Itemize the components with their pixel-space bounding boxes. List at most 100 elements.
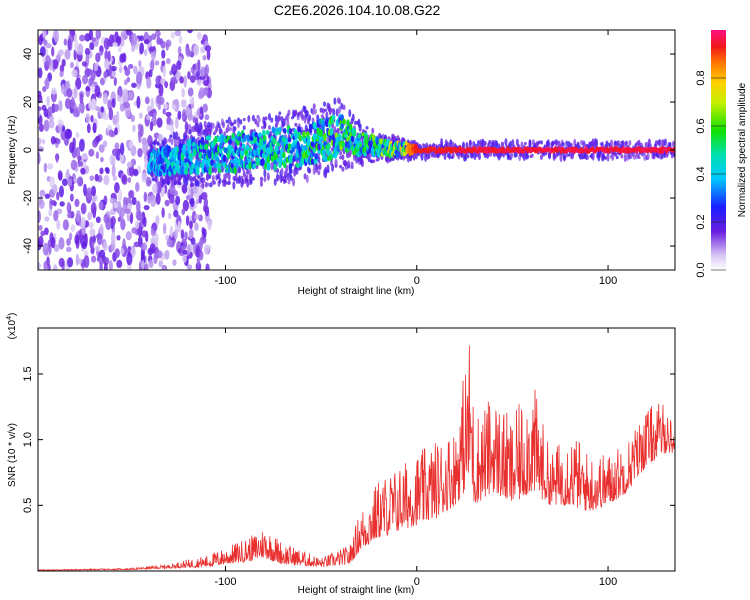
spectrogram-noise-blob bbox=[169, 225, 174, 238]
spectrogram-noise-blob bbox=[165, 42, 169, 51]
spectrogram-ridge-blob bbox=[323, 132, 327, 140]
spectrogram-halo-blob bbox=[292, 177, 296, 187]
spectrogram-halo-blob bbox=[478, 153, 482, 161]
spectrogram-noise-blob bbox=[182, 254, 188, 263]
spectrogram-noise-blob bbox=[46, 163, 54, 170]
spectrogram-halo-blob bbox=[365, 125, 369, 130]
spectrogram-noise-blob bbox=[120, 217, 125, 227]
spectrogram-noise-blob bbox=[52, 184, 58, 194]
spectrogram-noise-blob bbox=[201, 87, 209, 96]
spectrogram-halo-blob bbox=[169, 134, 173, 139]
spectrogram-noise-blob bbox=[157, 103, 161, 111]
spectrogram-ridge-blob bbox=[231, 132, 235, 139]
spectrogram-halo-blob bbox=[267, 113, 271, 121]
spectrogram-noise-blob bbox=[38, 224, 43, 231]
spectrogram-noise-blob bbox=[114, 142, 120, 150]
spectrogram-y-label: Frequency (Hz) bbox=[7, 116, 18, 185]
spectrogram-noise-blob bbox=[187, 87, 194, 97]
spectrogram-halo-blob bbox=[170, 138, 174, 146]
spectrogram-noise-blob bbox=[90, 69, 96, 82]
spectrogram-noise-blob bbox=[115, 110, 120, 124]
spectrogram-noise-blob bbox=[38, 94, 43, 104]
spectrogram-ridge-blob bbox=[272, 137, 277, 146]
spectrogram-noise-blob bbox=[58, 237, 65, 250]
spectrogram-noise-blob bbox=[155, 75, 161, 86]
spectrogram-noise-blob bbox=[134, 220, 140, 230]
spectrogram-halo-blob bbox=[615, 155, 619, 160]
spectrogram-halo-blob bbox=[278, 115, 282, 121]
spectrogram-noise-blob bbox=[113, 202, 119, 209]
spectrogram-noise-blob bbox=[108, 129, 114, 137]
spectrogram-halo-blob bbox=[301, 114, 305, 120]
spectrogram-noise-blob bbox=[77, 43, 84, 56]
spectrogram-noise-blob bbox=[181, 88, 185, 98]
spectrogram-noise-blob bbox=[76, 146, 81, 160]
spectrogram-y-tick-label: 20 bbox=[22, 96, 34, 108]
spectrogram-halo-blob bbox=[331, 163, 335, 172]
spectrogram-noise-blob bbox=[123, 196, 128, 205]
spectrogram-noise-blob bbox=[124, 104, 131, 118]
spectrogram-ridge-blob bbox=[313, 124, 318, 130]
spectrogram-noise-blob bbox=[46, 256, 50, 266]
spectrogram-noise-blob bbox=[69, 141, 75, 154]
spectrogram-ridge-blob bbox=[246, 134, 251, 143]
spectrogram-noise-blob bbox=[139, 124, 144, 137]
spectrogram-noise-blob bbox=[85, 86, 91, 92]
spectrogram-noise-blob bbox=[172, 78, 178, 85]
spectrogram-halo-blob bbox=[537, 140, 541, 144]
spectrogram-noise-blob bbox=[91, 84, 95, 93]
spectrogram-noise-blob bbox=[131, 44, 136, 52]
spectrogram-noise-blob bbox=[85, 113, 90, 124]
spectrogram-halo-blob bbox=[203, 120, 207, 128]
colorbar: 0.0 0.2 0.4 0.6 0.8 Normalized spectral ampl… bbox=[695, 30, 748, 278]
spectrogram-halo-blob bbox=[553, 154, 557, 160]
spectrogram-noise-blob bbox=[182, 108, 187, 120]
spectrogram-noise-blob bbox=[95, 216, 101, 224]
spectrogram-halo-blob bbox=[211, 174, 215, 182]
spectrogram-ridge-blob bbox=[310, 140, 315, 148]
spectrogram-noise-blob bbox=[39, 46, 46, 57]
spectrogram-halo-blob bbox=[282, 118, 286, 127]
spectrogram-noise-blob bbox=[69, 193, 74, 202]
snr-y-ticks: 0.5 1.0 1.5 bbox=[22, 366, 675, 513]
snr-x-tick-label: 0 bbox=[414, 576, 420, 588]
spectrogram-noise-blob bbox=[187, 30, 193, 34]
spectrogram-y-tick-label: 40 bbox=[22, 48, 34, 60]
spectrogram-halo-blob bbox=[263, 168, 267, 178]
spectrogram-noise-blob bbox=[128, 140, 134, 150]
spectrogram-halo-blob bbox=[284, 178, 288, 184]
spectrogram-ridge-blob bbox=[306, 138, 311, 148]
spectrogram-noise-blob bbox=[114, 127, 118, 136]
snr-x-tick-label: -100 bbox=[214, 576, 236, 588]
spectrogram-noise-blob bbox=[166, 238, 172, 248]
spectrogram-noise-blob bbox=[126, 161, 133, 168]
spectrogram-ridge-blob bbox=[296, 162, 300, 169]
spectrogram-noise-blob bbox=[195, 198, 200, 204]
spectrogram-noise-blob bbox=[126, 76, 131, 83]
spectrogram-noise-blob bbox=[103, 71, 108, 79]
spectrogram-noise-blob bbox=[167, 212, 172, 220]
spectrogram-noise-blob bbox=[53, 30, 60, 43]
spectrogram-noise-blob bbox=[68, 232, 73, 241]
spectrogram-ridge-blob bbox=[287, 137, 292, 143]
spectrogram-noise-blob bbox=[138, 60, 142, 68]
spectrogram-noise-blob bbox=[113, 77, 117, 87]
spectrogram-noise-blob bbox=[162, 66, 167, 78]
spectrogram-halo-blob bbox=[646, 152, 650, 160]
spectrogram-noise-blob bbox=[108, 260, 113, 270]
spectrogram-halo-blob bbox=[266, 175, 270, 180]
spectrogram-halo-blob bbox=[546, 139, 550, 147]
spectrogram-noise-blob bbox=[124, 102, 131, 109]
spectrogram-noise-blob bbox=[132, 168, 139, 176]
spectrogram-noise-blob bbox=[173, 209, 179, 218]
spectrogram-noise-blob bbox=[103, 262, 108, 270]
spectrogram-halo-blob bbox=[154, 176, 158, 183]
spectrogram-noise-blob bbox=[63, 38, 68, 46]
snr-y-tick-label: 0.5 bbox=[22, 498, 34, 513]
spectrogram-noise-blob bbox=[74, 198, 80, 208]
spectrogram-noise-blob bbox=[64, 128, 71, 140]
spectrogram-halo-blob bbox=[495, 140, 499, 149]
spectrogram-noise-blob bbox=[55, 153, 59, 163]
spectrogram-ridge-blob bbox=[350, 135, 355, 143]
figure-title: C2E6.2026.104.10.08.G22 bbox=[274, 2, 441, 18]
